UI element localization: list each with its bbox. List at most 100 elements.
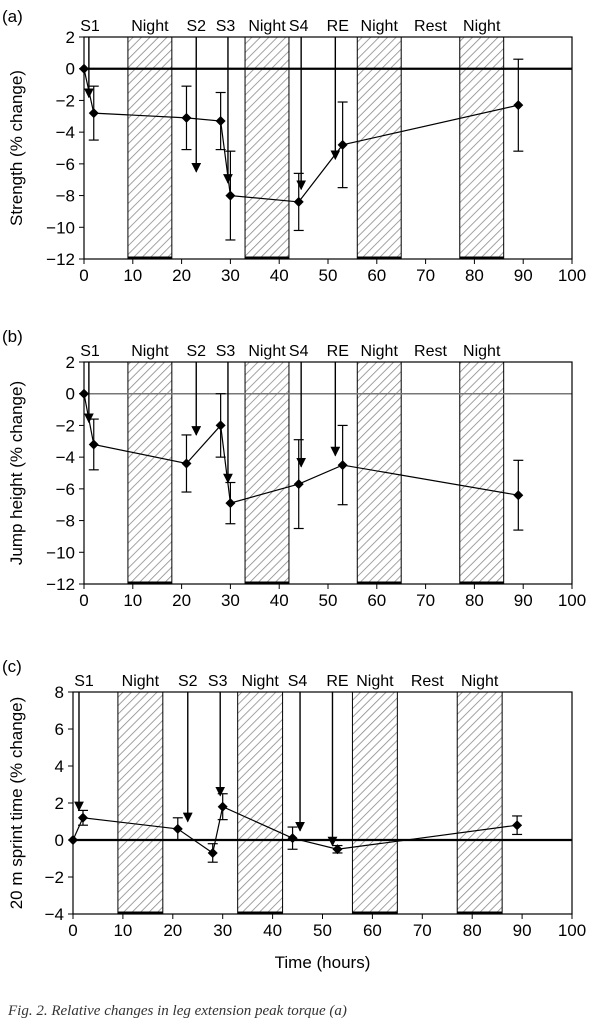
x-tick-label: 80 (465, 591, 484, 610)
event-label-rest: Rest (411, 673, 444, 690)
night-label: Night (461, 673, 499, 690)
night-band-3 (351, 691, 398, 915)
x-tick-label: 20 (163, 921, 182, 940)
data-point (77, 812, 88, 823)
x-tick-label: 100 (558, 921, 586, 940)
data-point (172, 823, 183, 834)
x-tick-label: 10 (123, 266, 142, 285)
event-label-s3: S3 (208, 673, 228, 690)
night-band-1 (117, 691, 164, 915)
event-label-s2: S2 (178, 673, 198, 690)
y-tick-label: −12 (46, 250, 75, 269)
x-tick-label: 80 (465, 266, 484, 285)
event-label-s4: S4 (289, 343, 309, 360)
night-label: Night (361, 18, 399, 35)
x-tick-label: 30 (221, 266, 240, 285)
y-tick-label: −12 (46, 575, 75, 594)
y-tick-label: 2 (66, 353, 75, 372)
x-tick-label: 80 (463, 921, 482, 940)
data-point (181, 458, 192, 469)
y-tick-label: 0 (66, 60, 75, 79)
y-tick-label: −2 (56, 91, 75, 110)
y-axis-label: Strength (% change) (7, 70, 26, 226)
y-tick-label: −4 (45, 905, 64, 924)
data-point (215, 420, 226, 431)
x-tick-label: 0 (79, 266, 88, 285)
x-tick-label: 90 (513, 921, 532, 940)
data-point (513, 490, 524, 501)
panel-tag: (b) (2, 327, 23, 346)
data-point (181, 112, 192, 123)
series-line (72, 805, 518, 854)
y-tick-label: −10 (46, 543, 75, 562)
x-tick-label: 90 (514, 591, 533, 610)
x-tick-label: 60 (363, 921, 382, 940)
night-label: Night (463, 18, 501, 35)
night-band-2 (244, 361, 290, 585)
night-band-1 (127, 36, 173, 260)
event-label-rest: Rest (414, 343, 447, 360)
night-label: Night (361, 343, 399, 360)
x-tick-label: 10 (123, 591, 142, 610)
y-tick-label: 6 (55, 720, 64, 739)
x-tick-label: 40 (270, 266, 289, 285)
panel-c: (c) Night Night Night Night S1 S2 S3 S4 RE Rest 0 10… (2, 657, 586, 972)
night-band-3 (356, 361, 402, 585)
data-point (225, 190, 236, 201)
x-tick-label: 30 (213, 921, 232, 940)
y-tick-label: −4 (56, 123, 75, 142)
y-tick-label: 0 (55, 831, 64, 850)
data-point (225, 498, 236, 509)
x-tick-label: 50 (319, 591, 338, 610)
night-band-4 (459, 36, 505, 260)
night-label: Night (248, 343, 286, 360)
x-tick-label: 20 (172, 266, 191, 285)
data-point (512, 820, 523, 831)
series-line (83, 393, 519, 504)
data-point (215, 116, 226, 127)
night-label: Night (356, 673, 394, 690)
event-label-s3: S3 (216, 18, 236, 35)
x-tick-label: 90 (514, 266, 533, 285)
night-label: Night (122, 673, 160, 690)
event-label-rest: Rest (414, 18, 447, 35)
y-axis-label: Jump height (% change) (7, 381, 26, 565)
x-tick-label: 0 (68, 921, 77, 940)
x-tick-label: 40 (270, 591, 289, 610)
event-label-re: RE (327, 18, 349, 35)
night-label: Night (241, 673, 279, 690)
night-band-4 (456, 691, 503, 915)
night-band-3 (356, 36, 402, 260)
event-label-s2: S2 (186, 18, 206, 35)
event-label-s4: S4 (289, 18, 309, 35)
x-tick-label: 70 (416, 591, 435, 610)
x-tick-label: 50 (313, 921, 332, 940)
x-tick-label: 100 (558, 266, 586, 285)
event-label-s1: S1 (74, 673, 94, 690)
y-tick-label: −4 (56, 448, 75, 467)
x-axis-label: Time (hours) (275, 953, 371, 972)
y-axis-label: 20 m sprint time (% change) (7, 697, 26, 910)
event-label-re: RE (326, 673, 348, 690)
data-point (332, 844, 343, 855)
data-point (337, 139, 348, 150)
y-tick-label: −10 (46, 218, 75, 237)
event-label-s2: S2 (186, 343, 206, 360)
night-label: Night (131, 18, 169, 35)
night-band-4 (459, 361, 505, 585)
night-band-2 (244, 36, 290, 260)
x-tick-label: 0 (79, 591, 88, 610)
x-tick-label: 10 (113, 921, 132, 940)
data-point (207, 847, 218, 858)
panel-b: (b) Night Night Night Night S1 S2 S3 S4 RE Rest 0 10… (2, 327, 586, 610)
event-label-s1: S1 (80, 343, 100, 360)
x-tick-label: 60 (367, 266, 386, 285)
y-tick-label: −6 (56, 155, 75, 174)
night-label: Night (463, 343, 501, 360)
x-tick-label: 20 (172, 591, 191, 610)
x-tick-label: 70 (416, 266, 435, 285)
night-label: Night (248, 18, 286, 35)
data-point (88, 108, 99, 119)
data-point (217, 801, 228, 812)
data-point (293, 479, 304, 490)
